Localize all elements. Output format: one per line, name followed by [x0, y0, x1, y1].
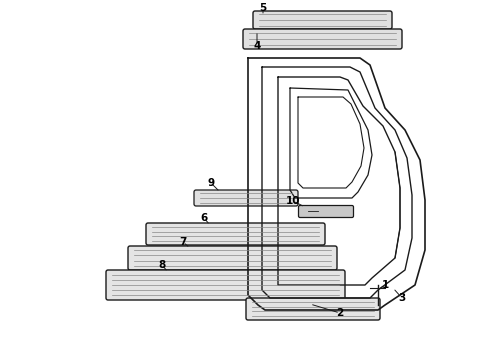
- Text: 10: 10: [286, 196, 300, 206]
- FancyBboxPatch shape: [253, 11, 392, 29]
- Text: 3: 3: [398, 293, 406, 303]
- Text: 4: 4: [253, 41, 261, 51]
- FancyBboxPatch shape: [146, 223, 325, 245]
- FancyBboxPatch shape: [106, 270, 345, 300]
- Text: 9: 9: [207, 178, 215, 188]
- Text: 6: 6: [200, 213, 208, 223]
- Text: 5: 5: [259, 3, 267, 13]
- FancyBboxPatch shape: [128, 246, 337, 270]
- Text: 7: 7: [179, 237, 187, 247]
- Text: 8: 8: [158, 260, 166, 270]
- FancyBboxPatch shape: [243, 29, 402, 49]
- FancyBboxPatch shape: [194, 190, 298, 206]
- Text: 1: 1: [381, 280, 389, 290]
- FancyBboxPatch shape: [298, 206, 353, 217]
- FancyBboxPatch shape: [246, 298, 380, 320]
- Text: 2: 2: [336, 308, 343, 318]
